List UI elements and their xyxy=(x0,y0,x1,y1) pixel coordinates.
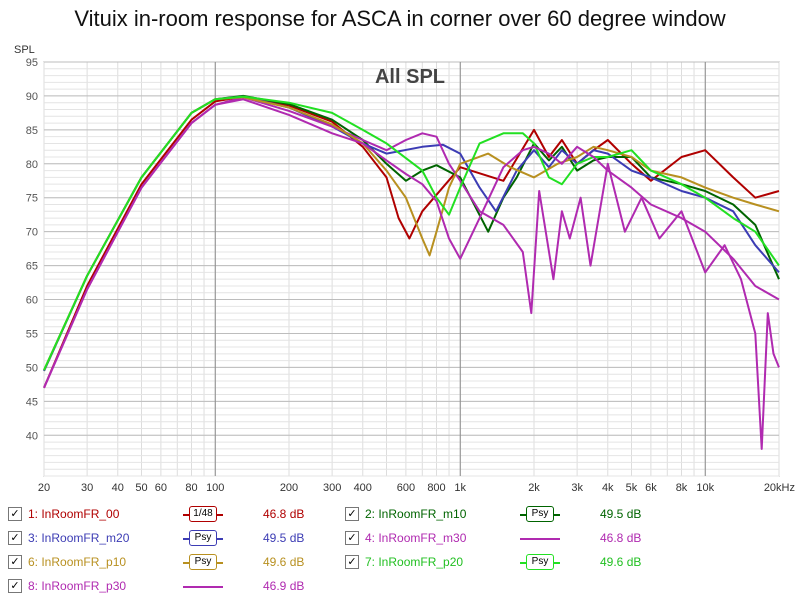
legend-level: 49.5 dB xyxy=(263,531,305,545)
smoothing-box: Psy xyxy=(526,506,554,522)
y-tick-label: 45 xyxy=(26,396,38,408)
legend-label: 4: InRoomFR_m30 xyxy=(365,531,467,545)
x-tick-label: 30 xyxy=(81,482,93,494)
legend-swatch[interactable]: Psy xyxy=(183,554,223,570)
series-lines xyxy=(43,94,780,450)
x-tick-label: 60 xyxy=(155,482,167,494)
legend-level: 49.6 dB xyxy=(263,555,305,569)
x-tick-label: 1k xyxy=(454,482,466,494)
chart-title: All SPL xyxy=(375,66,445,88)
x-tick-label: 2k xyxy=(528,482,540,494)
y-axis-label: SPL xyxy=(14,44,35,56)
x-tick-label: 100 xyxy=(206,482,224,494)
legend-level: 46.8 dB xyxy=(600,531,642,545)
legend-checkbox[interactable]: ✓ xyxy=(345,531,359,545)
y-tick-label: 50 xyxy=(26,362,38,374)
y-tick-label: 55 xyxy=(26,328,38,340)
legend-checkbox[interactable]: ✓ xyxy=(8,579,22,593)
x-tick-label: 3k xyxy=(571,482,583,494)
x-tick-label: 200 xyxy=(280,482,298,494)
x-tick-label: 8k xyxy=(676,482,688,494)
legend-label: 7: InRoomFR_p20 xyxy=(365,555,464,569)
y-tick-label: 60 xyxy=(26,295,38,307)
smoothing-box: Psy xyxy=(189,530,217,546)
x-tick-label: 800 xyxy=(427,482,445,494)
y-tick-label: 95 xyxy=(26,57,38,69)
legend-swatch[interactable]: Psy xyxy=(183,530,223,546)
legend-checkbox[interactable]: ✓ xyxy=(345,555,359,569)
legend-level: 49.5 dB xyxy=(600,507,642,521)
plot-area xyxy=(43,61,780,477)
y-tick-label: 40 xyxy=(26,430,38,442)
series-line-inroomfr-p20 xyxy=(43,95,780,371)
legend-label: 1: InRoomFR_00 xyxy=(28,507,120,521)
legend-label: 6: InRoomFR_p10 xyxy=(28,555,127,569)
x-tick-label: 20kHz xyxy=(764,482,795,494)
smoothing-box: 1/48 xyxy=(189,506,217,522)
x-tick-label: 4k xyxy=(602,482,614,494)
y-tick-labels: 40 45 50 55 60 65 70 75 80 85 90 95 xyxy=(26,57,38,442)
series-line-inroomfr-m30 xyxy=(43,96,780,450)
legend-checkbox[interactable]: ✓ xyxy=(8,531,22,545)
x-tick-labels: 20 30 40 50 60 80 100 200 300 400 600 800 1k 2k 3k 4k 5k… xyxy=(38,482,795,494)
x-tick-label: 80 xyxy=(185,482,197,494)
smoothing-box: Psy xyxy=(189,554,217,570)
legend-checkbox[interactable]: ✓ xyxy=(8,555,22,569)
legend-swatch[interactable]: 1/48 xyxy=(183,506,223,522)
legend-level: 49.6 dB xyxy=(600,555,642,569)
x-tick-label: 40 xyxy=(112,482,124,494)
y-tick-label: 90 xyxy=(26,91,38,103)
series-line-inroomfr-p30 xyxy=(43,98,780,389)
x-tick-label: 50 xyxy=(135,482,147,494)
y-tick-label: 70 xyxy=(26,227,38,239)
grid-major xyxy=(44,61,779,476)
x-tick-label: 400 xyxy=(354,482,372,494)
legend-swatch[interactable]: Psy xyxy=(520,554,560,570)
legend-level: 46.9 dB xyxy=(263,579,305,593)
y-tick-label: 80 xyxy=(26,159,38,171)
x-tick-label: 20 xyxy=(38,482,50,494)
y-tick-label: 85 xyxy=(26,125,38,137)
legend-checkbox[interactable]: ✓ xyxy=(8,507,22,521)
legend-swatch[interactable] xyxy=(520,530,560,546)
legend-level: 46.8 dB xyxy=(263,507,305,521)
spl-chart: 40 45 50 55 60 65 70 75 80 85 90 95 20 30 40 50 60 80 100… xyxy=(14,44,795,494)
smoothing-box: Psy xyxy=(526,554,554,570)
x-tick-label: 10k xyxy=(696,482,714,494)
y-tick-label: 65 xyxy=(26,261,38,273)
legend-label: 2: InRoomFR_m10 xyxy=(365,507,467,521)
x-tick-label: 5k xyxy=(626,482,638,494)
legend-swatch[interactable] xyxy=(183,578,223,594)
legend-label: 3: InRoomFR_m20 xyxy=(28,531,130,545)
page-title: Vituix in-room response for ASCA in corn… xyxy=(74,6,726,31)
legend-checkbox[interactable]: ✓ xyxy=(345,507,359,521)
legend-swatch[interactable]: Psy xyxy=(520,506,560,522)
legend-label: 8: InRoomFR_p30 xyxy=(28,579,127,593)
y-tick-label: 75 xyxy=(26,193,38,205)
x-tick-label: 6k xyxy=(645,482,657,494)
x-tick-label: 600 xyxy=(397,482,415,494)
x-tick-label: 300 xyxy=(323,482,341,494)
legend: ✓ 1: InRoomFR_00 1/48 46.8 dB ✓ 2: InRoo… xyxy=(0,500,800,599)
